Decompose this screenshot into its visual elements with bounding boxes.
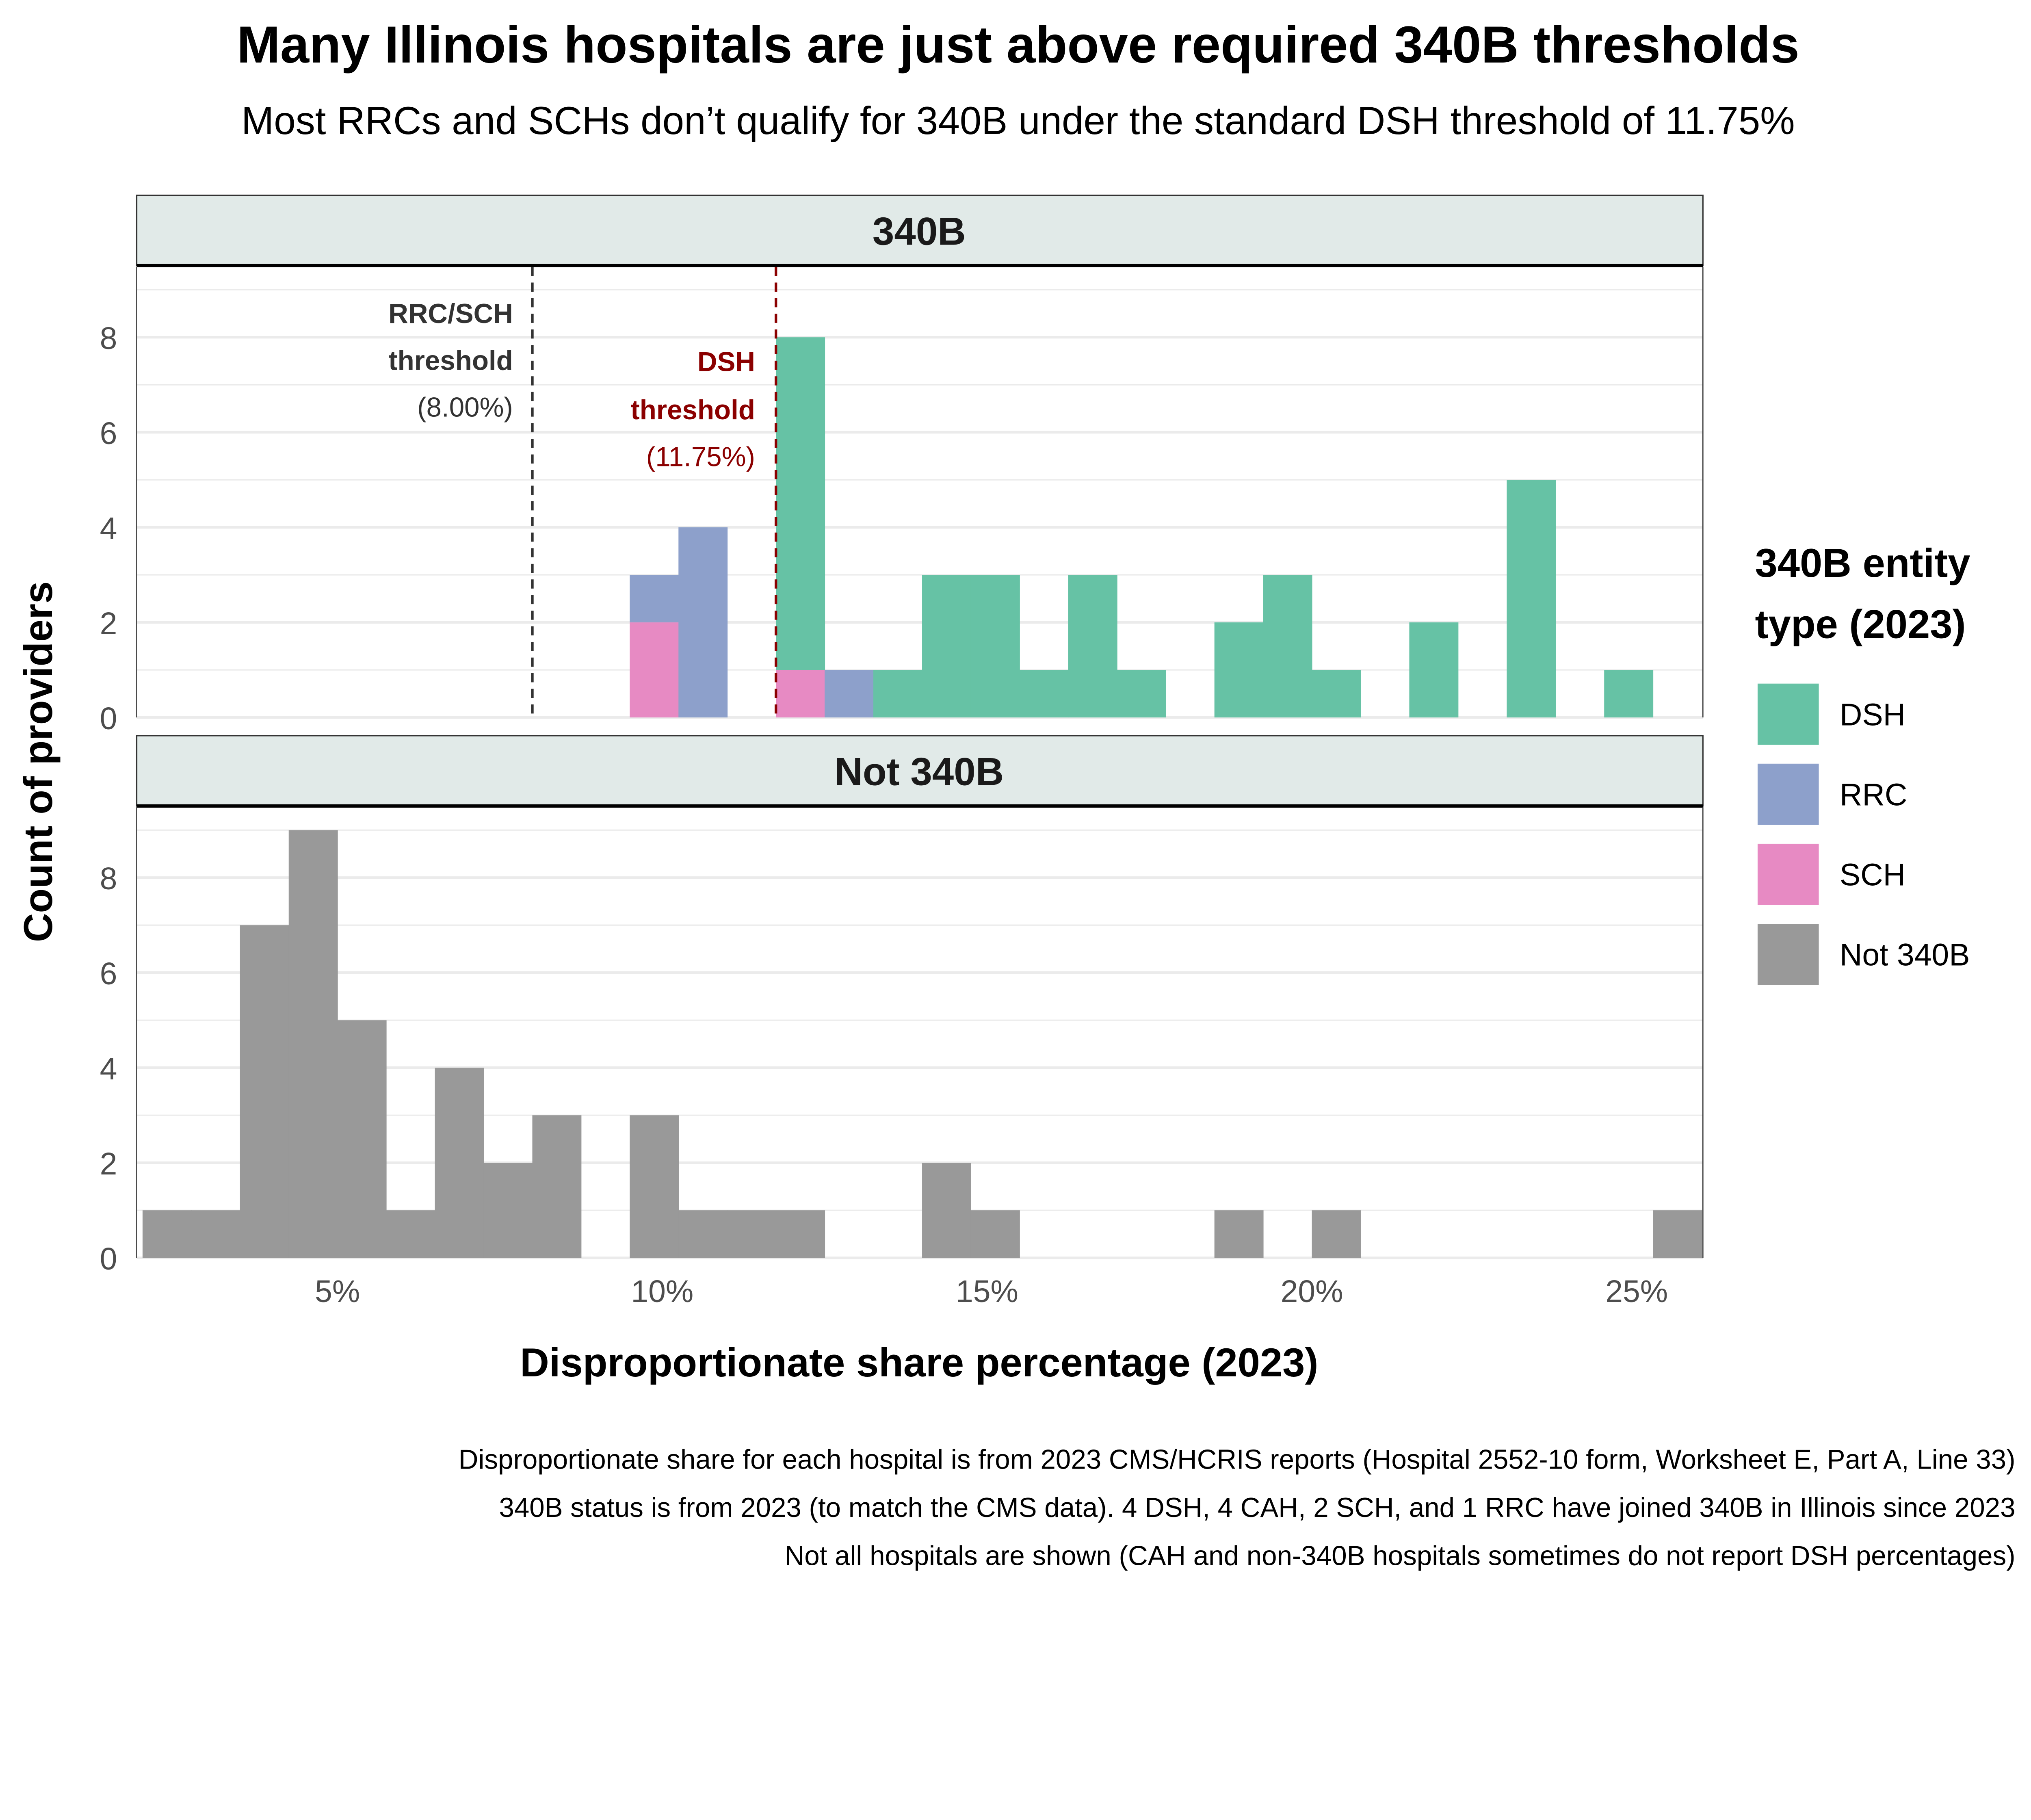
bar-not-340b [240, 925, 289, 1258]
legend-key-not-340b [1757, 924, 1819, 985]
bar-not-340b [288, 830, 338, 1258]
bar-sch [776, 670, 825, 718]
bar-dsh [922, 575, 971, 718]
bar-not-340b [727, 1210, 777, 1258]
bar-dsh [1312, 670, 1361, 718]
bar-rrc [825, 670, 874, 718]
bar-rrc [630, 575, 679, 623]
bar-dsh [1117, 670, 1166, 718]
bar-sch [630, 622, 679, 718]
bar-dsh [1604, 670, 1654, 718]
facet-strip-340b: 340B [136, 195, 1704, 267]
legend-label: SCH [1840, 857, 1905, 892]
annotation-line: (8.00%) [417, 392, 513, 423]
chart: Many Illinois hospitals are just above r… [16, 16, 2016, 1571]
annotation-line: threshold [388, 345, 513, 376]
bar-not-340b [776, 1210, 825, 1258]
y-tick-label: 2 [100, 1146, 117, 1181]
y-tick-label: 0 [100, 1242, 117, 1276]
bar-not-340b [922, 1163, 971, 1258]
bar-dsh [1214, 622, 1264, 718]
bar-not-340b [1214, 1210, 1264, 1258]
bar-dsh [970, 575, 1020, 718]
bar-rrc [678, 527, 728, 718]
bar-dsh [873, 670, 922, 718]
bar-dsh [1068, 575, 1117, 718]
facet-label: Not 340B [834, 750, 1004, 794]
rrc-sch-threshold-annotation: RRC/SCH threshold (8.00%) [388, 299, 513, 423]
bar-not-340b [337, 1020, 387, 1258]
legend-key-sch [1757, 843, 1819, 905]
panel-340b [136, 267, 1704, 719]
annotation-line: DSH [697, 347, 755, 377]
annotation-line: (11.75%) [646, 442, 755, 472]
bar-not-340b [435, 1068, 484, 1258]
legend-items: DSH RRC SCH Not 340B [1757, 683, 1970, 985]
bar-not-340b [630, 1115, 679, 1258]
x-tick-label: 15% [956, 1274, 1018, 1309]
panel-not-340b [136, 807, 1704, 1259]
y-axis-title: Count of providers [16, 581, 61, 942]
bar-dsh [1263, 575, 1312, 718]
y-tick-label: 4 [100, 1051, 117, 1086]
y-tick-label: 8 [100, 321, 117, 356]
y-axis-ticks: 0 2 4 6 8 0 2 4 6 8 [100, 321, 117, 1276]
bar-not-340b [142, 1210, 192, 1258]
y-tick-label: 2 [100, 606, 117, 641]
facet-label: 340B [873, 210, 966, 254]
bar-dsh [776, 337, 825, 670]
y-tick-label: 6 [100, 416, 117, 451]
bar-dsh [1409, 622, 1459, 718]
chart-title: Many Illinois hospitals are just above r… [237, 16, 1799, 74]
bar-not-340b [386, 1210, 435, 1258]
legend-title: type (2023) [1755, 602, 1966, 647]
bar-not-340b [483, 1163, 533, 1258]
y-tick-label: 0 [100, 701, 117, 736]
legend: 340B entity type (2023) DSH RRC SCH Not 340… [1755, 541, 1970, 985]
y-tick-label: 6 [100, 956, 117, 991]
bar-dsh [1019, 670, 1069, 718]
bar-not-340b [1312, 1210, 1361, 1258]
legend-label: DSH [1840, 697, 1905, 732]
footnote: 340B status is from 2023 (to match the C… [499, 1493, 2015, 1523]
bar-not-340b [970, 1210, 1020, 1258]
legend-label: Not 340B [1840, 938, 1970, 973]
dsh-threshold-annotation: DSH threshold (11.75%) [630, 347, 755, 472]
bar-not-340b [678, 1210, 728, 1258]
bar-dsh [1507, 480, 1556, 718]
x-tick-label: 20% [1281, 1274, 1343, 1309]
x-tick-label: 25% [1605, 1274, 1668, 1309]
annotation-line: threshold [630, 395, 755, 425]
footnote: Disproportionate share for each hospital… [459, 1444, 2016, 1475]
footnote: Not all hospitals are shown (CAH and non… [785, 1541, 2016, 1571]
bar-not-340b [191, 1210, 240, 1258]
annotation-line: RRC/SCH [388, 299, 513, 329]
legend-key-dsh [1757, 683, 1819, 745]
legend-label: RRC [1840, 777, 1908, 812]
x-tick-label: 5% [315, 1274, 360, 1309]
legend-key-rrc [1757, 763, 1819, 825]
y-tick-label: 8 [100, 861, 117, 896]
x-tick-label: 10% [631, 1274, 693, 1309]
chart-subtitle: Most RRCs and SCHs don’t qualify for 340… [241, 99, 1795, 143]
bar-not-340b [532, 1115, 582, 1258]
legend-title: 340B entity [1755, 541, 1970, 586]
x-axis-ticks: 5% 10% 15% 20% 25% [315, 1274, 1668, 1309]
facet-strip-not-340b: Not 340B [136, 735, 1704, 808]
y-tick-label: 4 [100, 511, 117, 546]
bar-not-340b [1653, 1210, 1702, 1258]
x-axis-title: Disproportionate share percentage (2023) [520, 1340, 1318, 1385]
